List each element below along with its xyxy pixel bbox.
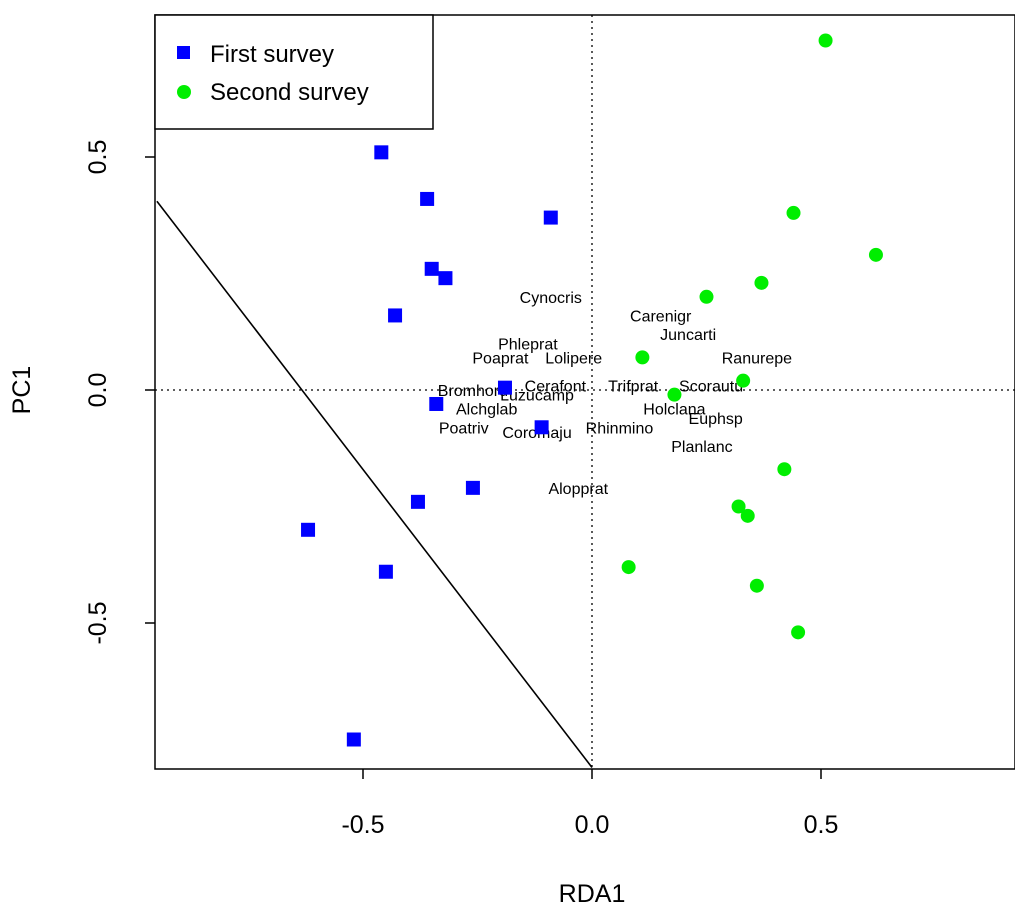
species-label: Holclana (643, 402, 705, 419)
point-first-survey (465, 480, 480, 495)
point-first-survey (374, 145, 389, 160)
point-first-survey (388, 308, 403, 323)
point-second-survey (818, 33, 833, 48)
x-tick-label: 0.5 (804, 811, 839, 839)
point-first-survey (378, 564, 393, 579)
y-tick-label: 0.0 (84, 373, 112, 408)
point-first-survey (420, 191, 435, 206)
species-label: Alopprat (548, 481, 608, 498)
x-tick-label: -0.5 (341, 811, 384, 839)
point-first-survey (424, 261, 439, 276)
species-label: Alchglab (456, 402, 517, 419)
legend: First survey Second survey (154, 14, 434, 130)
legend-second-survey-label: Second survey (210, 79, 369, 106)
x-axis-label: RDA1 (559, 880, 626, 908)
point-second-survey (754, 275, 769, 290)
legend-box (154, 14, 434, 130)
legend-first-survey-label: First survey (210, 41, 334, 68)
point-second-survey (791, 625, 806, 640)
point-second-survey (749, 578, 764, 593)
species-label: Ranurepe (722, 350, 792, 367)
point-first-survey (346, 732, 361, 747)
point-second-survey (635, 350, 650, 365)
point-first-survey (543, 210, 558, 225)
plot-frame (154, 14, 1015, 770)
legend-second-survey-marker (177, 85, 191, 99)
point-first-survey (497, 380, 512, 395)
y-tick-label: 0.5 (84, 140, 112, 175)
boundary-line (156, 200, 593, 768)
x-axis: -0.5 0.0 0.5 (341, 769, 838, 839)
species-label: Juncarti (660, 327, 716, 344)
point-first-survey (429, 396, 444, 411)
boundary-line-group (156, 200, 593, 768)
point-second-survey (777, 462, 792, 477)
point-second-survey (667, 387, 682, 402)
species-label: Rhinmino (586, 420, 654, 437)
species-label: Phleprat (498, 336, 558, 353)
species-label: Bromhord (438, 383, 508, 400)
y-tick-label: -0.5 (84, 601, 112, 644)
point-second-survey (740, 508, 755, 523)
point-second-survey (699, 289, 714, 304)
point-second-survey (736, 373, 751, 388)
point-first-survey (438, 271, 453, 286)
x-tick-label: 0.0 (575, 811, 610, 839)
y-axis-label: PC1 (8, 366, 36, 415)
species-label: Scorautu (679, 378, 743, 395)
point-first-survey (301, 522, 316, 537)
species-label: Cynocris (520, 290, 582, 307)
point-second-survey (731, 499, 746, 514)
point-second-survey (868, 247, 883, 262)
species-label: Luzucamp (500, 388, 574, 405)
y-axis: -0.5 0.0 0.5 (84, 140, 155, 645)
point-first-survey (534, 420, 549, 435)
species-label: Poaprat (472, 350, 529, 367)
species-label: Euphsp (689, 411, 743, 428)
species-label: Planlanc (671, 439, 732, 456)
species-label: Poatriv (439, 420, 489, 437)
species-label: Cerafont (525, 378, 587, 395)
point-first-survey (410, 494, 425, 509)
legend-first-survey-marker (177, 46, 190, 59)
species-label: Lolipere (545, 350, 602, 367)
species-label: Trifprat (608, 378, 659, 395)
point-second-survey (786, 205, 801, 220)
point-second-survey (621, 560, 636, 575)
species-label: Carenigr (630, 308, 692, 325)
data-points (301, 33, 883, 747)
